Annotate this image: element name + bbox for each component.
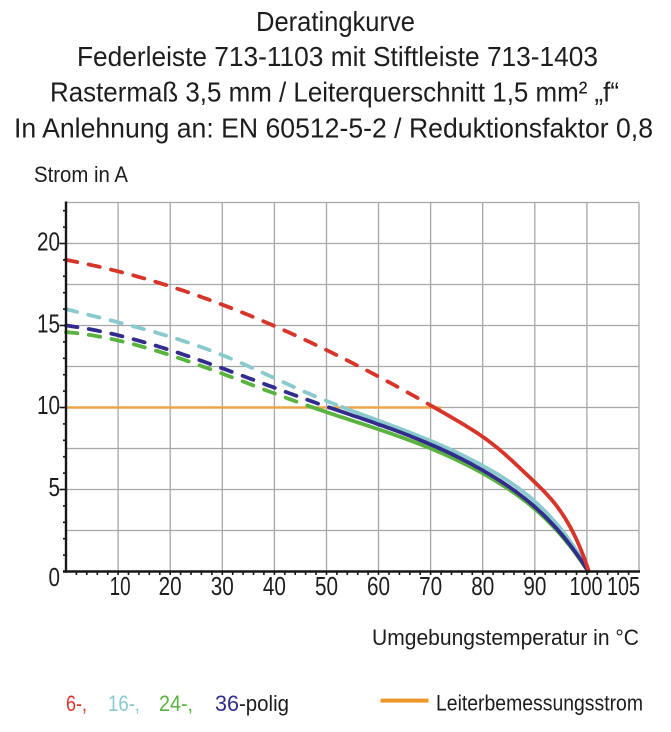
svg-text:30: 30 [211, 571, 234, 601]
svg-text:36: 36 [215, 691, 239, 716]
svg-text:20: 20 [37, 226, 60, 256]
svg-text:20: 20 [159, 571, 182, 601]
svg-text:-polig: -polig [239, 691, 289, 716]
svg-text:10: 10 [37, 390, 60, 420]
svg-text:10: 10 [110, 571, 131, 601]
svg-text:40: 40 [263, 571, 286, 601]
svg-text:Leiterbemessungsstrom: Leiterbemessungsstrom [436, 691, 643, 716]
svg-text:In Anlehnung an: EN 60512-5-2: In Anlehnung an: EN 60512-5-2 / Reduktio… [14, 113, 653, 144]
svg-text:50: 50 [315, 571, 338, 601]
svg-text:15: 15 [37, 308, 60, 338]
svg-text:5: 5 [49, 472, 61, 502]
svg-text:16-,: 16-, [108, 691, 140, 716]
svg-text:Strom in A: Strom in A [34, 162, 128, 187]
svg-text:90: 90 [523, 571, 546, 601]
svg-text:24-,: 24-, [159, 691, 193, 716]
svg-text:6-,: 6-, [66, 691, 87, 716]
svg-text:100: 100 [570, 571, 603, 601]
svg-text:0: 0 [49, 562, 61, 592]
svg-text:60: 60 [367, 571, 390, 601]
svg-text:105: 105 [607, 571, 640, 601]
svg-text:Umgebungstemperatur in °C: Umgebungstemperatur in °C [372, 625, 639, 650]
svg-text:Rastermaß 3,5 mm / Leiterquers: Rastermaß 3,5 mm / Leiterquerschnitt 1,5… [50, 77, 619, 108]
svg-text:70: 70 [419, 571, 442, 601]
svg-text:80: 80 [471, 571, 494, 601]
svg-text:Federleiste 713-1103 mit Stift: Federleiste 713-1103 mit Stiftleiste 713… [77, 41, 598, 72]
svg-text:Deratingkurve: Deratingkurve [256, 6, 415, 37]
